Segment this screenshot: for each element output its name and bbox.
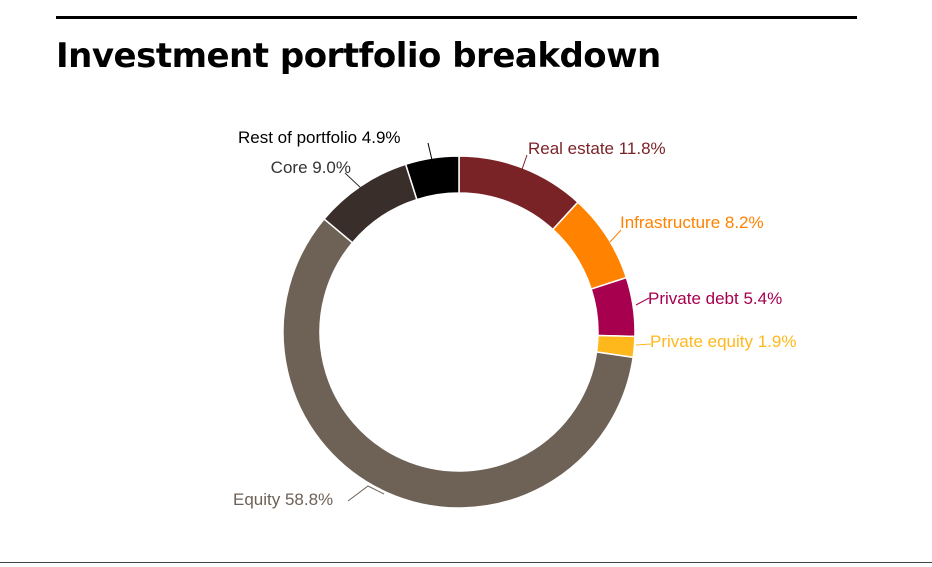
label-equity: Equity 58.8% (233, 490, 333, 509)
leader-rest-of-portfolio (427, 142, 433, 161)
label-infrastructure: Infrastructure 8.2% (620, 213, 764, 232)
leader-equity (347, 485, 385, 502)
label-private-equity: Private equity 1.9% (650, 332, 796, 351)
bottom-rule (0, 562, 932, 563)
top-rule (56, 16, 857, 19)
label-rest-of-portfolio: Rest of portfolio 4.9% (238, 128, 401, 147)
label-real-estate: Real estate 11.8% (528, 139, 666, 158)
label-core: Core 9.0% (271, 158, 351, 177)
slice-real-estate (458, 155, 579, 231)
label-private-debt: Private debt 5.4% (648, 289, 782, 308)
slice-equity (282, 217, 635, 509)
leader-core (344, 172, 363, 190)
leader-private-debt (635, 297, 650, 306)
leader-infrastructure (609, 229, 622, 243)
chart-title: Investment portfolio breakdown (56, 36, 661, 76)
slice-private-debt (590, 276, 636, 338)
leader-private-equity (635, 343, 652, 346)
leader-real-estate (518, 154, 528, 179)
slice-rest-of-portfolio (404, 155, 460, 201)
